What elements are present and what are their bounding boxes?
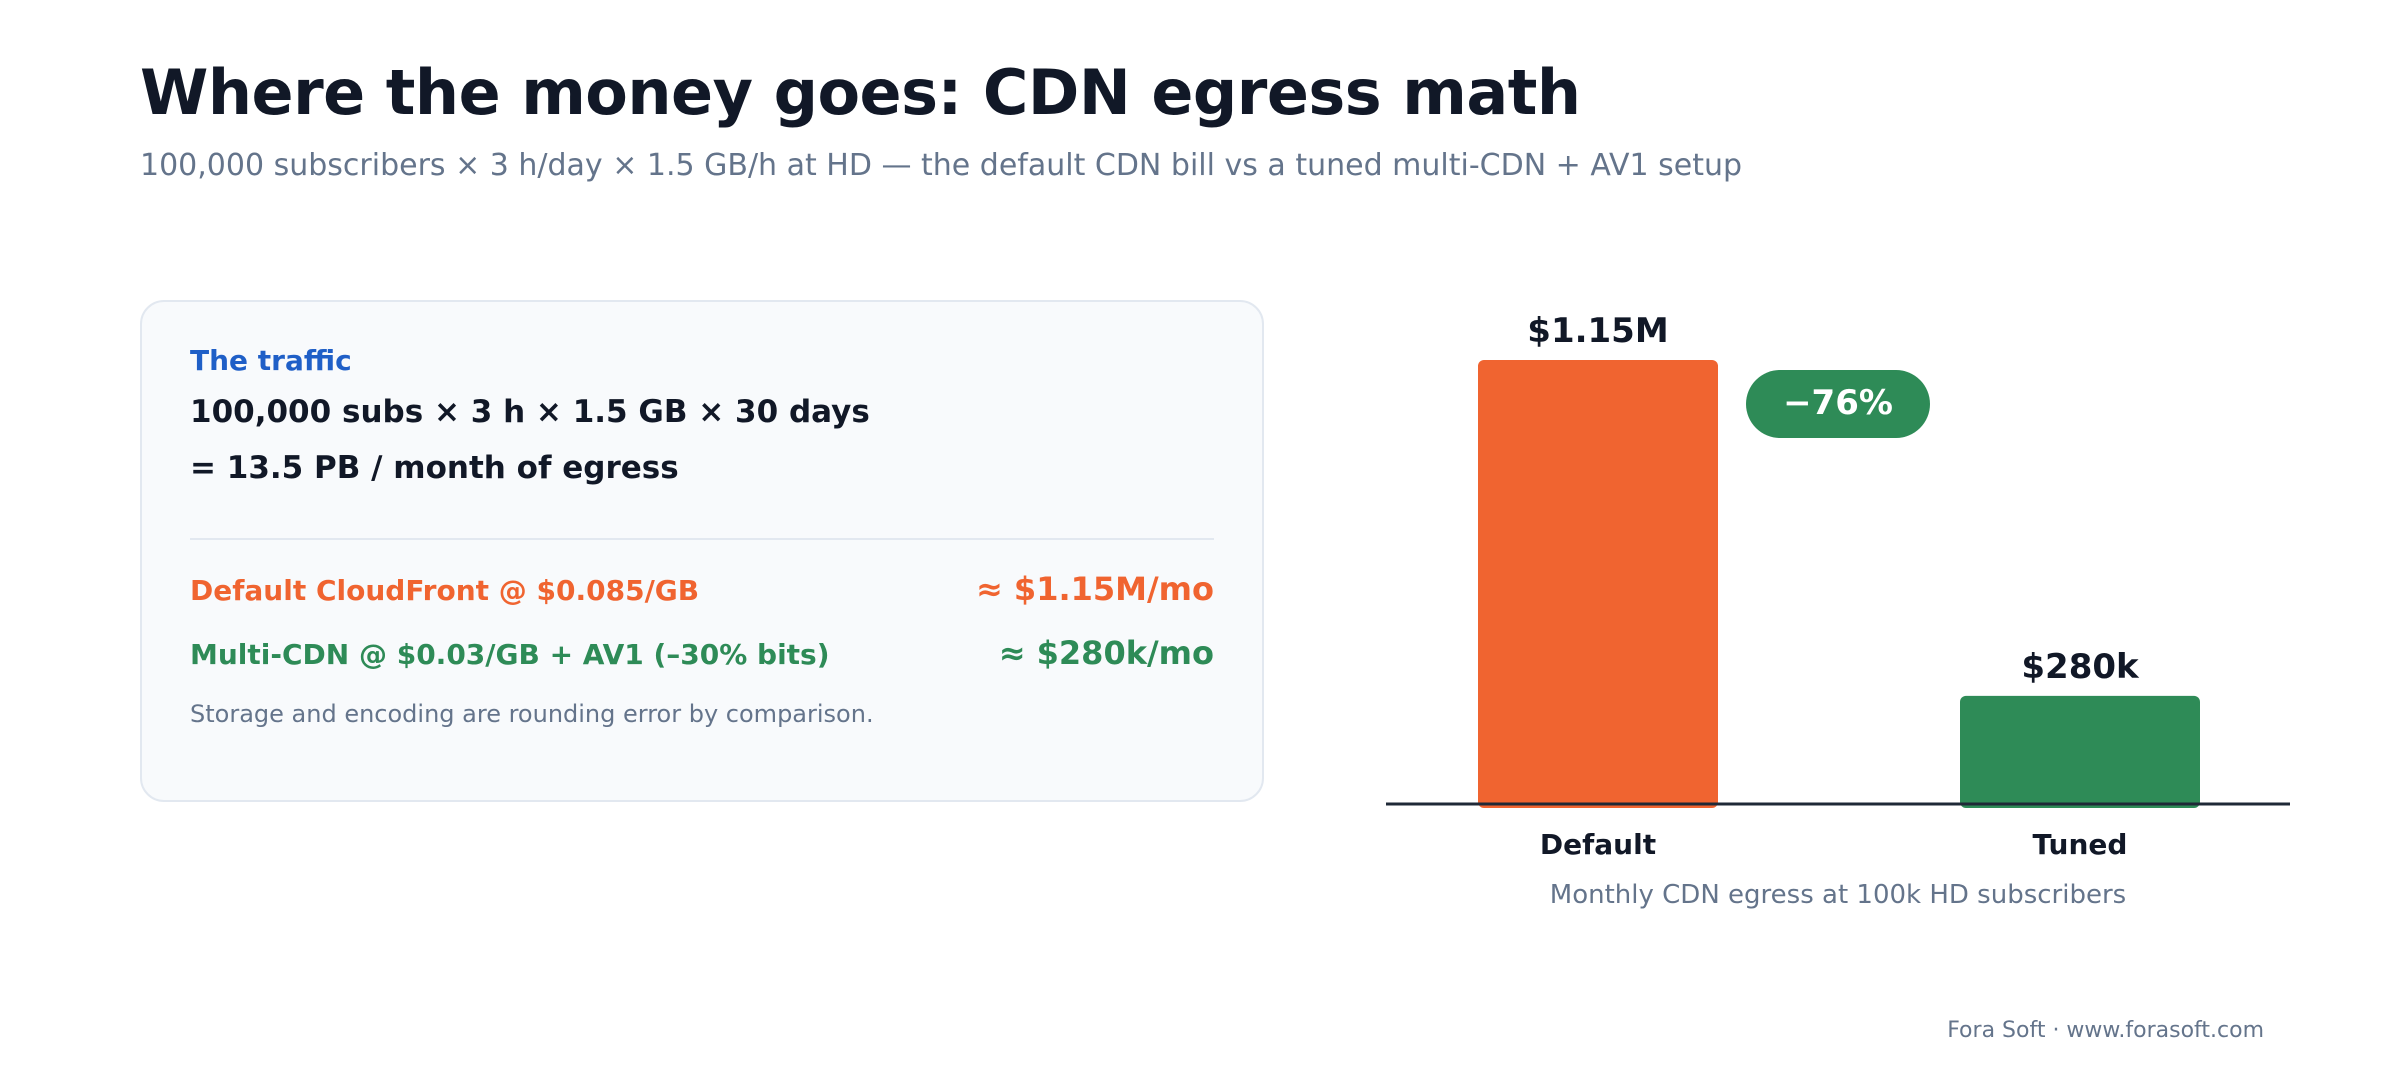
footer-credit: Fora Soft · www.forasoft.com [1947,1018,2264,1043]
page-subtitle: 100,000 subscribers × 3 h/day × 1.5 GB/h… [140,148,1743,183]
category-label-default: Default [1540,828,1656,861]
page-title: Where the money goes: CDN egress math [140,56,1581,129]
tuned-cost-row: Multi-CDN @ $0.03/GB + AV1 (–30% bits) ≈… [190,634,1214,672]
tuned-cost-label: Multi-CDN @ $0.03/GB + AV1 (–30% bits) [190,638,830,671]
bar-tuned [1960,695,2200,808]
card-note: Storage and encoding are rounding error … [190,700,874,728]
savings-badge [1746,370,1930,438]
card-eyebrow: The traffic [190,344,352,377]
category-label-tuned: Tuned [2033,828,2128,861]
bar-default [1478,360,1718,808]
default-cost-value: ≈ $1.15M/mo [975,570,1214,608]
tuned-cost-value: ≈ $280k/mo [998,634,1214,672]
card-divider [190,538,1214,540]
bar-value-label-tuned: $280k [2021,647,2140,687]
traffic-total: = 13.5 PB / month of egress [190,450,679,486]
savings-badge-label: −76% [1783,383,1893,423]
traffic-card: The traffic 100,000 subs × 3 h × 1.5 GB … [140,300,1264,802]
bar-value-label-default: $1.15M [1527,311,1668,351]
default-cost-label: Default CloudFront @ $0.085/GB [190,574,700,607]
default-cost-row: Default CloudFront @ $0.085/GB ≈ $1.15M/… [190,570,1214,608]
chart-caption: Monthly CDN egress at 100k HD subscriber… [1549,880,2127,910]
traffic-formula: 100,000 subs × 3 h × 1.5 GB × 30 days [190,394,870,430]
